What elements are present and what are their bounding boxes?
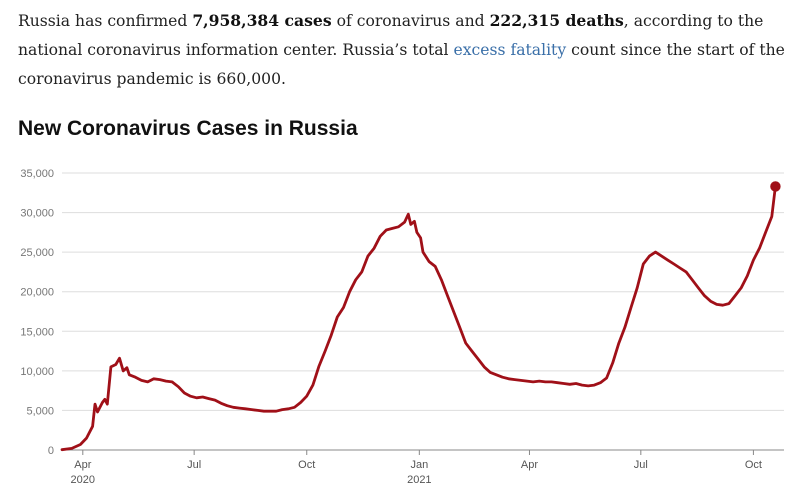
chart-title: New Coronavirus Cases in Russia bbox=[18, 117, 358, 140]
x-tick-label: Apr bbox=[74, 459, 91, 471]
latest-value-marker bbox=[770, 181, 781, 192]
y-tick-label: 10,000 bbox=[20, 366, 54, 378]
y-tick-label: 0 bbox=[48, 445, 54, 457]
x-tick-label: Apr bbox=[521, 459, 538, 471]
intro-text-2: of coronavirus and bbox=[331, 12, 490, 30]
series-line-new-cases bbox=[60, 185, 777, 452]
intro-text-1: Russia has confirmed bbox=[18, 12, 193, 30]
x-tick-year-label: 2020 bbox=[71, 474, 95, 486]
x-tick-year-label: 2021 bbox=[407, 474, 431, 486]
y-tick-label: 30,000 bbox=[20, 208, 54, 220]
cases-count: 7,958,384 cases bbox=[192, 11, 332, 30]
y-tick-label: 20,000 bbox=[20, 287, 54, 299]
intro-paragraph: Russia has confirmed 7,958,384 cases of … bbox=[18, 6, 788, 94]
x-tick-label: Jul bbox=[187, 459, 201, 471]
y-tick-label: 25,000 bbox=[20, 247, 54, 259]
x-tick-label: Jul bbox=[634, 459, 648, 471]
x-tick-label: Oct bbox=[745, 459, 762, 471]
y-tick-label: 35,000 bbox=[20, 168, 54, 180]
y-tick-label: 5,000 bbox=[26, 405, 54, 417]
intro-text-4: count since the start of the coronavirus… bbox=[18, 41, 785, 88]
y-tick-label: 15,000 bbox=[20, 326, 54, 338]
deaths-count: 222,315 deaths bbox=[489, 11, 624, 30]
intro-text-3: , according to the national coronavirus … bbox=[18, 12, 764, 59]
x-tick-label: Jan bbox=[410, 459, 428, 471]
x-tick-label: Oct bbox=[298, 459, 315, 471]
cases-line-chart: 0 5,000 10,000 15,000 20,000 25,000 30,000 35,0… bbox=[20, 168, 784, 486]
excess-fatality-link[interactable]: excess fatality bbox=[453, 41, 567, 59]
